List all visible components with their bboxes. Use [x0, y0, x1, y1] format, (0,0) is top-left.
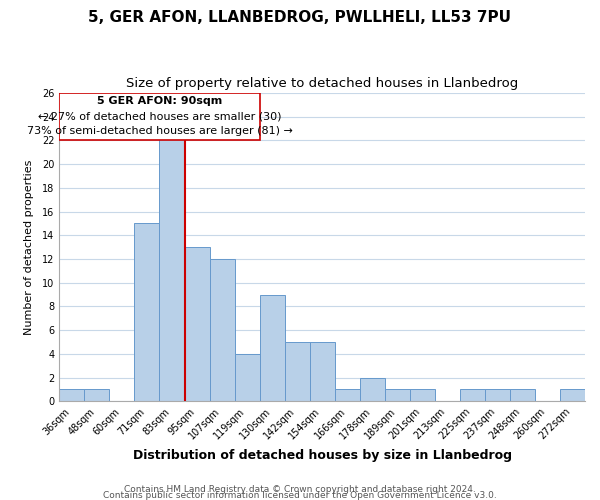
Text: 5 GER AFON: 90sqm: 5 GER AFON: 90sqm: [97, 96, 222, 106]
X-axis label: Distribution of detached houses by size in Llanbedrog: Distribution of detached houses by size …: [133, 450, 512, 462]
Text: ← 27% of detached houses are smaller (30): ← 27% of detached houses are smaller (30…: [38, 112, 281, 122]
Bar: [160, 128, 185, 402]
Text: Contains public sector information licensed under the Open Government Licence v3: Contains public sector information licen…: [103, 490, 497, 500]
Bar: [284, 342, 310, 402]
Bar: [260, 294, 284, 402]
Bar: [235, 354, 260, 402]
Bar: [209, 259, 235, 402]
Bar: [560, 390, 585, 402]
Text: 5, GER AFON, LLANBEDROG, PWLLHELI, LL53 7PU: 5, GER AFON, LLANBEDROG, PWLLHELI, LL53 …: [89, 10, 511, 25]
Bar: [510, 390, 535, 402]
Bar: [134, 224, 160, 402]
Bar: [335, 390, 360, 402]
Bar: [85, 390, 109, 402]
Bar: [185, 247, 209, 402]
FancyBboxPatch shape: [59, 93, 260, 140]
Bar: [485, 390, 510, 402]
Bar: [460, 390, 485, 402]
Text: Contains HM Land Registry data © Crown copyright and database right 2024.: Contains HM Land Registry data © Crown c…: [124, 484, 476, 494]
Bar: [59, 390, 85, 402]
Bar: [360, 378, 385, 402]
Bar: [310, 342, 335, 402]
Text: 73% of semi-detached houses are larger (81) →: 73% of semi-detached houses are larger (…: [26, 126, 292, 136]
Bar: [410, 390, 435, 402]
Bar: [385, 390, 410, 402]
Title: Size of property relative to detached houses in Llanbedrog: Size of property relative to detached ho…: [126, 78, 518, 90]
Y-axis label: Number of detached properties: Number of detached properties: [23, 160, 34, 335]
